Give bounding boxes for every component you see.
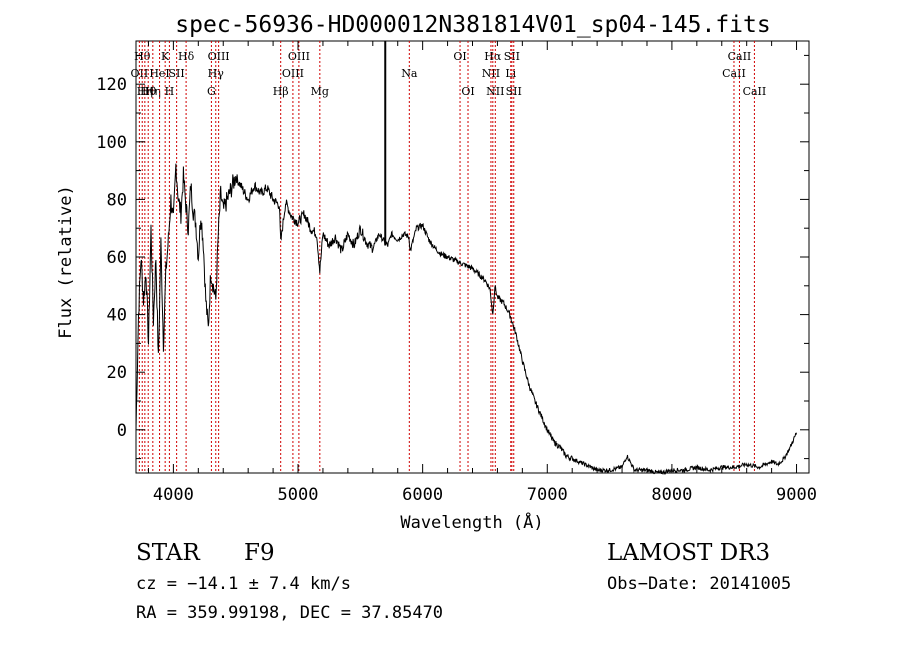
line-label: Mg [311,85,329,98]
line-label: NII [486,85,504,98]
spectrum-series [135,41,797,476]
x-tick-label: 9000 [776,485,817,505]
x-tick-label: 7000 [527,485,568,505]
line-label: Hη [137,85,153,98]
y-tick-label: 40 [107,306,127,326]
y-tick-label: 100 [96,133,127,153]
line-label: Hη [145,85,161,98]
line-label: K [161,50,170,63]
line-label: OIII [288,50,310,63]
x-tick-label: 8000 [651,485,692,505]
y-tick-label: 60 [107,248,127,268]
line-label: Hα [484,50,502,63]
line-label: OI [461,85,474,98]
y-axis-label: Flux (relative) [56,185,76,339]
y-tick-label: 80 [107,190,127,210]
x-tick-label: 5000 [278,485,319,505]
line-label: OIII [282,67,304,80]
line-label: Hδ [178,50,195,63]
object-subclass: F9 [244,540,275,566]
y-tick-label: 120 [96,75,127,95]
line-label: OII [131,67,149,80]
line-label: OI [453,50,466,63]
line-label: HeI [149,67,169,80]
line-label: Hβ [273,85,289,98]
x-tick-label: 6000 [402,485,443,505]
y-tick-label: 0 [117,421,127,441]
axis-ticks: 4000 5000 6000 7000 8000 9000 0 20 40 60 80 100 120 [96,41,817,505]
plot-frame [135,40,810,474]
survey-label: LAMOST DR3 [607,540,771,566]
x-tick-label: 4000 [153,485,194,505]
line-label: SII [169,67,185,80]
line-label: H [165,85,175,98]
observation-date: Obs−Date: 20141005 [607,574,792,594]
line-label: SII [506,85,522,98]
line-label: Hγ [208,67,225,80]
coordinates: RA = 359.99198, DEC = 37.85470 [136,603,444,623]
y-tick-label: 20 [107,363,127,383]
line-label: G [207,85,216,98]
line-label: Li [505,67,516,80]
line-label: OIII [208,50,230,63]
line-label: SII [504,50,520,63]
redshift-info: cz = −14.1 ± 7.4 km/s [136,574,351,594]
line-label: CaII [743,85,767,98]
line-label: CaII [728,50,752,63]
line-label: CaII [722,67,746,80]
line-label: NII [482,67,500,80]
spectrum-line [135,163,797,476]
chart-title: spec-56936-HD000012N381814V01_sp04-145.f… [175,12,770,38]
line-label: Na [401,67,418,80]
x-axis-label: Wavelength (Å) [400,511,543,533]
object-class: STAR [136,540,200,566]
line-label: Hθ [134,50,151,63]
